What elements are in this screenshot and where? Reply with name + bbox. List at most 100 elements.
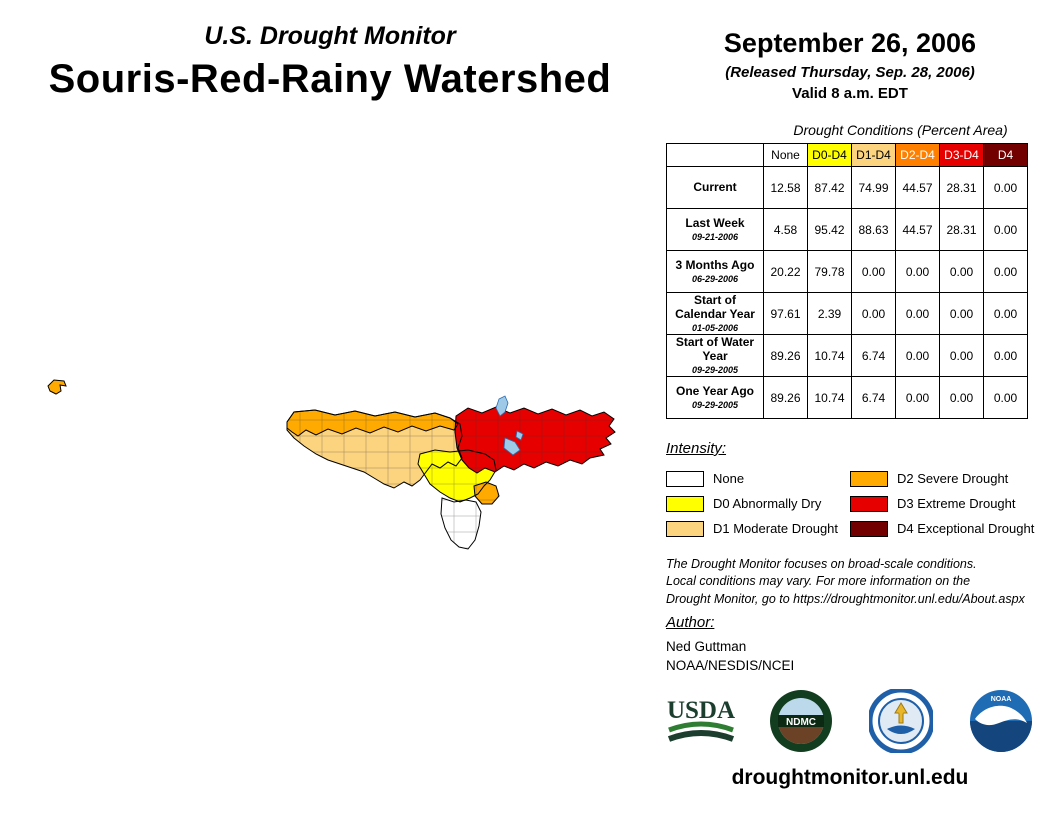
disclaimer-line: Drought Monitor, go to https://droughtmo…: [666, 591, 1025, 606]
drought-map: [47, 379, 616, 550]
cell-value: 0.00: [939, 292, 984, 335]
released-date: (Released Thursday, Sep. 28, 2006): [725, 64, 975, 81]
noaa-logo-text: NOAA: [991, 696, 1012, 703]
cell-value: 12.58: [763, 166, 808, 209]
cell-value: 28.31: [939, 208, 984, 251]
cell-value: 44.57: [895, 166, 940, 209]
col-d2-d4: D2-D4: [895, 143, 940, 167]
lakes: [495, 395, 524, 456]
region-title: Souris-Red-Rainy Watershed: [48, 57, 612, 101]
title-block: U.S. Drought Monitor Souris-Red-Rainy Wa…: [40, 22, 620, 102]
col-d0-d4: D0-D4: [807, 143, 852, 167]
cell-value: 0.00: [939, 334, 984, 377]
cell-value: 0.00: [851, 250, 896, 293]
swatch-d4: [850, 520, 888, 537]
cell-value: 0.00: [895, 376, 940, 419]
program-title: U.S. Drought Monitor: [204, 22, 456, 50]
swatch-d1: [666, 520, 704, 537]
legend-item-d1: D1 Moderate Drought: [666, 516, 850, 541]
cell-value: 6.74: [851, 334, 896, 377]
cell-value: 0.00: [939, 250, 984, 293]
footer-url: droughtmonitor.unl.edu: [731, 766, 969, 789]
ndmc-logo-text: NDMC: [786, 717, 816, 728]
noaa-logo: NOAA: [964, 686, 1038, 756]
disclaimer: The Drought Monitor focuses on broad-sca…: [666, 556, 1046, 608]
swatch-none: [666, 470, 704, 487]
legend-item-d3: D3 Extreme Drought: [850, 491, 1046, 516]
row-label-current: Current: [666, 166, 764, 209]
table-row: 3 Months Ago 06-29-2006 20.22 79.78 0.00…: [666, 250, 1028, 293]
cell-value: 95.42: [807, 208, 852, 251]
cell-value: 0.00: [983, 334, 1028, 377]
cell-value: 10.74: [807, 376, 852, 419]
cell-value: 4.58: [763, 208, 808, 251]
usda-logo-text: USDA: [667, 697, 735, 724]
table-row: Current 12.58 87.42 74.99 44.57 28.31 0.…: [666, 166, 1028, 209]
cell-value: 0.00: [851, 292, 896, 335]
cell-value: 0.00: [895, 250, 940, 293]
swatch-d3: [850, 495, 888, 512]
lake-south: [503, 437, 521, 456]
cell-value: 0.00: [895, 334, 940, 377]
table-row: Last Week 09-21-2006 4.58 95.42 88.63 44…: [666, 208, 1028, 251]
valid-time: Valid 8 a.m. EDT: [792, 85, 908, 102]
cell-value: 0.00: [983, 292, 1028, 335]
legend-item-d2: D2 Severe Drought: [850, 466, 1046, 491]
conditions-table-block: Drought Conditions (Percent Area) None D…: [666, 122, 1038, 419]
row-label-start-water-year: Start of Water Year 09-29-2005: [666, 334, 764, 377]
swatch-d2: [850, 470, 888, 487]
row-label-start-calendar-year: Start of Calendar Year 01-05-2006: [666, 292, 764, 335]
ndmc-logo: NDMC: [764, 686, 838, 756]
disclaimer-line: Local conditions may vary. For more info…: [666, 574, 971, 589]
map-region-d3: [455, 407, 615, 473]
cell-value: 44.57: [895, 208, 940, 251]
swatch-d0: [666, 495, 704, 512]
author-name: Ned Guttman: [666, 639, 747, 654]
map-region-none: [441, 498, 481, 549]
legend-item-d0: D0 Abnormally Dry: [666, 491, 850, 516]
cell-value: 79.78: [807, 250, 852, 293]
conditions-table: None D0-D4 D1-D4 D2-D4 D3-D4 D4 Current …: [666, 143, 1028, 419]
row-label-one-year-ago: One Year Ago 09-29-2005: [666, 376, 764, 419]
row-label-3-months-ago: 3 Months Ago 06-29-2006: [666, 250, 764, 293]
row-label-last-week: Last Week 09-21-2006: [666, 208, 764, 251]
table-row: One Year Ago 09-29-2005 89.26 10.74 6.74…: [666, 376, 1028, 419]
cell-value: 89.26: [763, 334, 808, 377]
author-block: Author: Ned Guttman NOAA/NESDIS/NCEI: [666, 614, 1038, 673]
legend-title: Intensity:: [666, 440, 727, 457]
cell-value: 74.99: [851, 166, 896, 209]
legend-item-none: None: [666, 466, 850, 491]
cell-value: 0.00: [983, 250, 1028, 293]
cell-value: 0.00: [983, 166, 1028, 209]
lake-north: [495, 395, 509, 417]
usda-logo: USDA: [664, 686, 738, 756]
col-d3-d4: D3-D4: [939, 143, 984, 167]
map-date: September 26, 2006: [723, 28, 977, 58]
cell-value: 10.74: [807, 334, 852, 377]
cell-value: 28.31: [939, 166, 984, 209]
table-header-row: None D0-D4 D1-D4 D2-D4 D3-D4 D4: [666, 143, 1028, 167]
cell-value: 97.61: [763, 292, 808, 335]
table-row: Start of Water Year 09-29-2005 89.26 10.…: [666, 334, 1028, 377]
commerce-seal-logo: [864, 686, 938, 756]
col-d4: D4: [983, 143, 1028, 167]
col-d1-d4: D1-D4: [851, 143, 896, 167]
col-none: None: [763, 143, 808, 167]
author-org: NOAA/NESDIS/NCEI: [666, 658, 795, 673]
legend-item-d4: D4 Exceptional Drought: [850, 516, 1046, 541]
table-row: Start of Calendar Year 01-05-2006 97.61 …: [666, 292, 1028, 335]
table-title: Drought Conditions (Percent Area): [793, 122, 1008, 138]
cell-value: 0.00: [895, 292, 940, 335]
cell-value: 0.00: [983, 376, 1028, 419]
date-block: September 26, 2006 (Released Thursday, S…: [664, 28, 1036, 102]
cell-value: 0.00: [939, 376, 984, 419]
logo-row: USDA NDMC NOAA: [664, 686, 1038, 756]
lake-small: [515, 430, 524, 441]
intensity-legend: Intensity: None D0 Abnormally Dry D1 Mod…: [666, 440, 1046, 541]
disclaimer-line: The Drought Monitor focuses on broad-sca…: [666, 557, 977, 571]
cell-value: 89.26: [763, 376, 808, 419]
cell-value: 0.00: [983, 208, 1028, 251]
cell-value: 2.39: [807, 292, 852, 335]
cell-value: 20.22: [763, 250, 808, 293]
cell-value: 87.42: [807, 166, 852, 209]
